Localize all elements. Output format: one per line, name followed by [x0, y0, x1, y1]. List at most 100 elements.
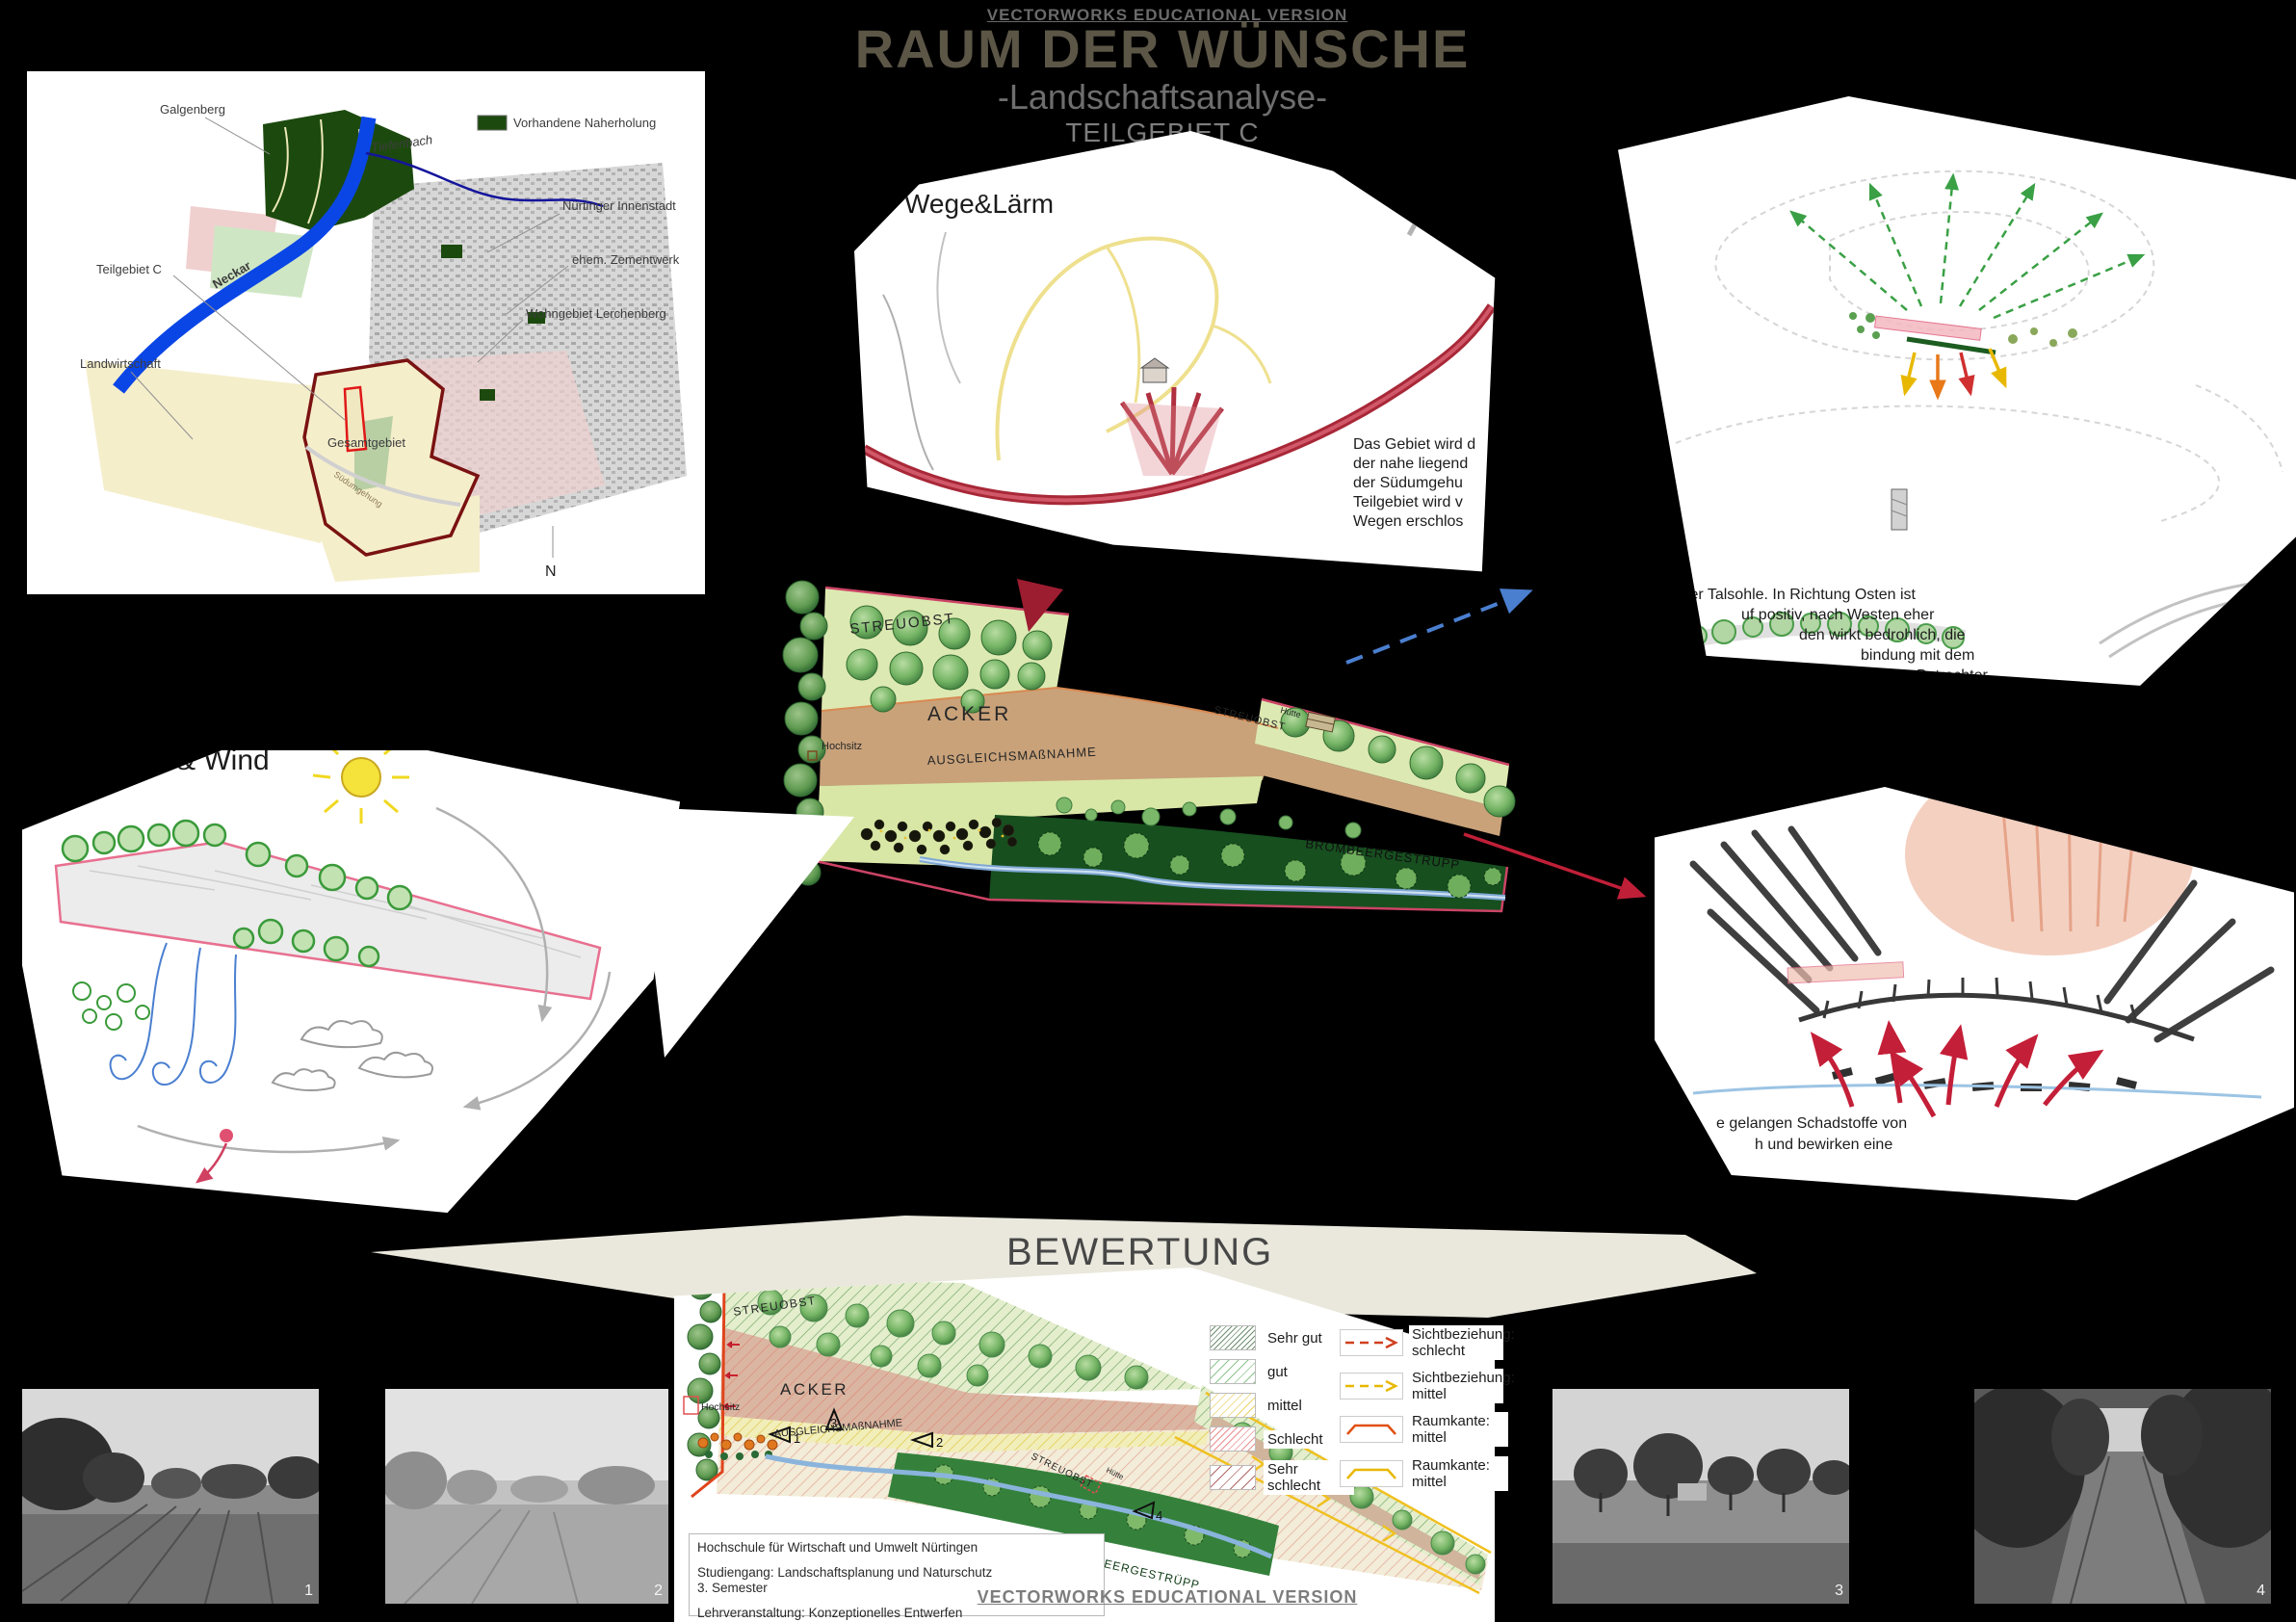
legend-label: Raumkante: mittel [1409, 1412, 1508, 1447]
legend-row-raumkante-orange: Raumkante: mittel [1340, 1412, 1508, 1447]
red-dot [220, 1129, 233, 1142]
photo-2: 2 [385, 1389, 668, 1604]
photo-number: 3 [1835, 1583, 1843, 1599]
camera-number-2: 2 [936, 1435, 943, 1450]
map-legend-label: Vorhandene Naherholung [513, 116, 656, 130]
legend-green-swatch [477, 115, 508, 131]
legend-row-schlecht: Schlecht [1210, 1426, 1354, 1452]
map-label-galgenberg: Galgenberg [160, 102, 225, 117]
wind-panel-title: & Wind [176, 745, 270, 776]
farmland-area [85, 360, 345, 543]
legend-label: mittel [1264, 1396, 1306, 1415]
ausgleich-trees [1056, 797, 1362, 839]
neckar-river [113, 116, 377, 394]
teilgebiet-c-boundary [343, 385, 368, 453]
suedumgehung-road [304, 445, 461, 507]
wege-text-line: Teilgebiet wird v [1353, 494, 1463, 510]
camera-number-3: 3 [830, 1416, 837, 1430]
camera-markers [768, 1407, 1156, 1520]
hatch-ticks [1822, 977, 2138, 1023]
legend-row-mittel: mittel [1210, 1393, 1354, 1418]
map-label-landwirtschaft: Landwirtschaft [80, 356, 161, 371]
legend-row-gut: gut [1210, 1359, 1354, 1384]
photo-1: 1 [22, 1389, 319, 1604]
credits-line: 3. Semester [697, 1581, 768, 1595]
site-bar [1787, 961, 1905, 984]
orchard-trees [846, 605, 1053, 714]
contour-lines [1675, 170, 2283, 523]
sicht-text-line: den wirkt bedrohlich, die [1799, 627, 1966, 643]
forest-area [263, 110, 414, 231]
view-arrows-green [1789, 172, 2146, 320]
legend-label: Sehr gut [1264, 1328, 1326, 1347]
photo-number: 1 [304, 1583, 313, 1599]
hatch-gut-swatch [1210, 1359, 1256, 1384]
schadstoff-text-line: h und bewirken eine [1755, 1137, 1893, 1153]
legend-row-sehr-schlecht: Sehr schlecht [1210, 1460, 1354, 1495]
stream-line [1692, 1084, 2262, 1099]
sichtbeziehungen-panel: iner Talsohle. In Richtung Osten ist uf … [1618, 96, 2296, 686]
wind-sketch [54, 750, 612, 1184]
sicht-text-line: iner Talsohle. In Richtung Osten ist [1678, 587, 1916, 603]
bew-label-acker: ACKER [780, 1380, 848, 1399]
camera-number-4: 4 [1156, 1508, 1162, 1523]
tree-scribbles [61, 819, 413, 968]
wege-text-line: Das Gebiet wird d [1353, 436, 1476, 453]
hochsitz-marker [807, 750, 818, 761]
bewertung-title: BEWERTUNG [1006, 1231, 1274, 1273]
legend-label: Raumkante: mittel [1409, 1456, 1508, 1491]
schadstoff-sketch [1689, 787, 2275, 1118]
plan-label-acker: ACKER [927, 703, 1011, 725]
bewertung-plan: 1 2 3 4 STREUOBST ACKER Hochsitz AUSGLEI… [683, 1273, 1492, 1595]
tiefenbach-stream [365, 151, 604, 208]
cloud-outlines [271, 1020, 433, 1091]
charcoal-strokes [1689, 825, 2275, 1043]
sun-icon [312, 750, 409, 824]
photo-3: 3 [1552, 1389, 1849, 1604]
photo-4: 4 [1974, 1389, 2271, 1604]
legend-row-sicht-mittel: Sichtbeziehung: mittel [1340, 1369, 1515, 1403]
dashed-arrow-red-icon [1340, 1329, 1403, 1356]
bew-shrub-cluster [697, 1432, 778, 1460]
legend-label: Schlecht [1264, 1429, 1327, 1449]
vectorworks-watermark-bottom: VECTORWORKS EDUCATIONAL VERSION [977, 1587, 1358, 1607]
credits-box: Hochschule für Wirtschaft und Umwelt Nür… [689, 1533, 1105, 1622]
schadstoff-panel: e gelangen Schadstoffe von h und bewirke… [1655, 787, 2294, 1201]
map-pin-icon [1406, 180, 1443, 237]
credits-line: Hochschule für Wirtschaft und Umwelt Nür… [697, 1540, 978, 1555]
map-label-teilgebiet: Teilgebiet C [96, 262, 162, 276]
house-icon [1139, 357, 1170, 383]
footpath-lines [995, 236, 1272, 461]
wege-text-line: Wegen erschlos [1353, 513, 1464, 530]
plan-label-hochsitz: Hochsitz [822, 741, 862, 752]
wind-swirls [109, 942, 237, 1086]
wege-laerm-panel: Wege&Lärm Das Gebiet wird d der nahe lie… [854, 131, 1496, 572]
bew-orchard-trees [757, 1289, 1149, 1390]
legend-row-raumkante-yellow: Raumkante: mittel [1340, 1456, 1508, 1491]
camera-number-1: 1 [794, 1431, 800, 1446]
credits-line: Lehrveranstaltung: Konzeptionelles Entwe… [697, 1606, 963, 1620]
impact-arrows [1900, 348, 2007, 401]
shrub-cluster [860, 817, 1018, 855]
wind-panel: & Wind [22, 750, 681, 1214]
legend-label: Sichtbeziehung: schlecht [1409, 1325, 1515, 1360]
map-label-innenstadt: Nürtinger Innenstadt [562, 198, 676, 213]
hatch-schlecht-swatch [1210, 1426, 1256, 1452]
sicht-text-line: Betrachter [1917, 667, 1988, 684]
sicht-text-line: uf positiv, nach Westen eher [1741, 607, 1935, 623]
sicht-text-line: bindung mit dem [1861, 647, 1975, 664]
bew-stream [765, 1453, 1273, 1559]
overview-map-graphic: Galgenberg Tiefenbach Neckar Nürtinger I… [80, 102, 687, 582]
site-cluster [1849, 312, 2077, 355]
legend-row-sehr-gut: Sehr gut [1210, 1325, 1354, 1350]
red-tick-arrows [722, 1341, 740, 1410]
page-title: RAUM DER WÜNSCHE [854, 18, 1471, 79]
photo-number: 2 [654, 1583, 663, 1599]
bew-huette-marker [1080, 1474, 1103, 1495]
tower-icon [1891, 488, 1908, 531]
map-label-zementwerk: ehem. Zementwerk [572, 252, 680, 267]
road-fan [1119, 386, 1224, 476]
huette-icon [1305, 711, 1336, 733]
legend-label: Sehr schlecht [1264, 1460, 1354, 1495]
wege-text-line: der Südumgehu [1353, 475, 1463, 491]
